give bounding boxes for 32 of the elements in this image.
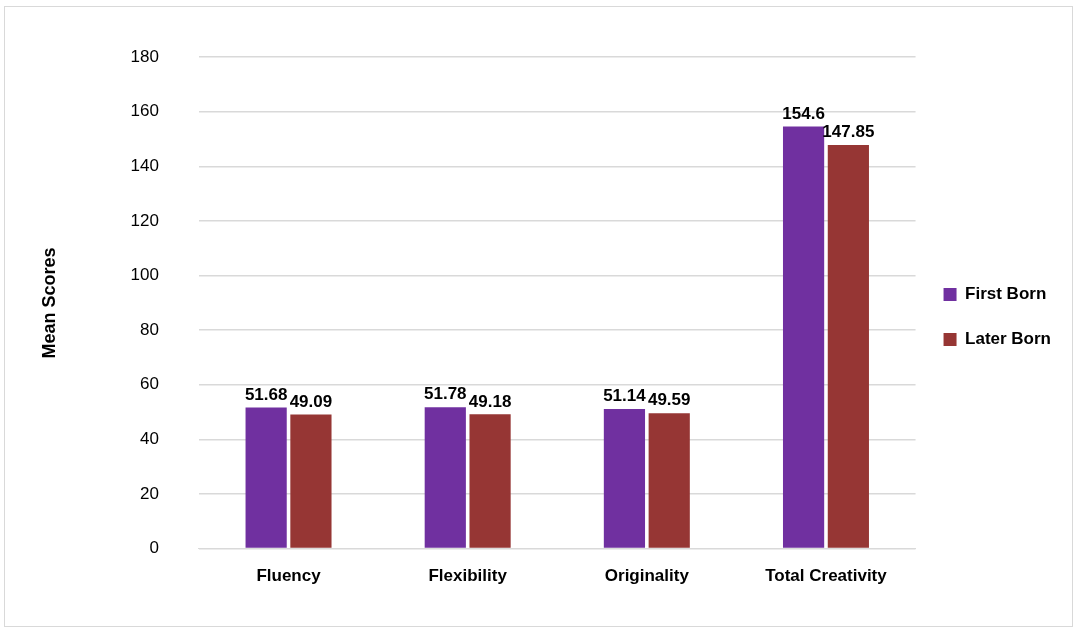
bar — [827, 144, 869, 548]
y-tick-label: 20 — [140, 483, 159, 503]
bar — [469, 414, 511, 548]
bar — [424, 407, 466, 548]
y-tick-label: 80 — [140, 319, 159, 339]
bar — [648, 413, 690, 548]
legend-label: First Born — [965, 284, 1047, 304]
data-label: 154.6 — [782, 103, 825, 123]
bar — [290, 414, 332, 548]
bar — [603, 408, 646, 548]
y-tick-label: 140 — [130, 156, 159, 176]
y-tick-label: 180 — [130, 46, 159, 66]
y-tick-label: 160 — [130, 101, 159, 121]
data-label: 49.59 — [647, 390, 691, 410]
x-tick-label: Total Creativity — [765, 566, 888, 586]
y-tick-label: 60 — [140, 374, 159, 394]
y-tick-label: 0 — [149, 538, 159, 558]
y-tick-label: 100 — [130, 265, 159, 285]
data-label: 51.68 — [244, 384, 288, 404]
data-label: 51.14 — [603, 386, 647, 406]
data-label: 51.78 — [424, 384, 467, 404]
legend-label: Later Born — [965, 329, 1052, 349]
y-axis-title: Mean Scores — [38, 247, 59, 359]
y-tick-label: 40 — [140, 429, 159, 449]
data-label: 49.18 — [468, 391, 512, 411]
x-tick-label: Flexibility — [428, 566, 508, 586]
x-tick-label: Fluency — [256, 566, 322, 586]
data-label: 49.09 — [289, 391, 333, 411]
bar — [782, 126, 825, 548]
bar — [245, 407, 287, 548]
y-tick-label: 120 — [130, 210, 159, 230]
x-tick-label: Originality — [604, 566, 690, 586]
